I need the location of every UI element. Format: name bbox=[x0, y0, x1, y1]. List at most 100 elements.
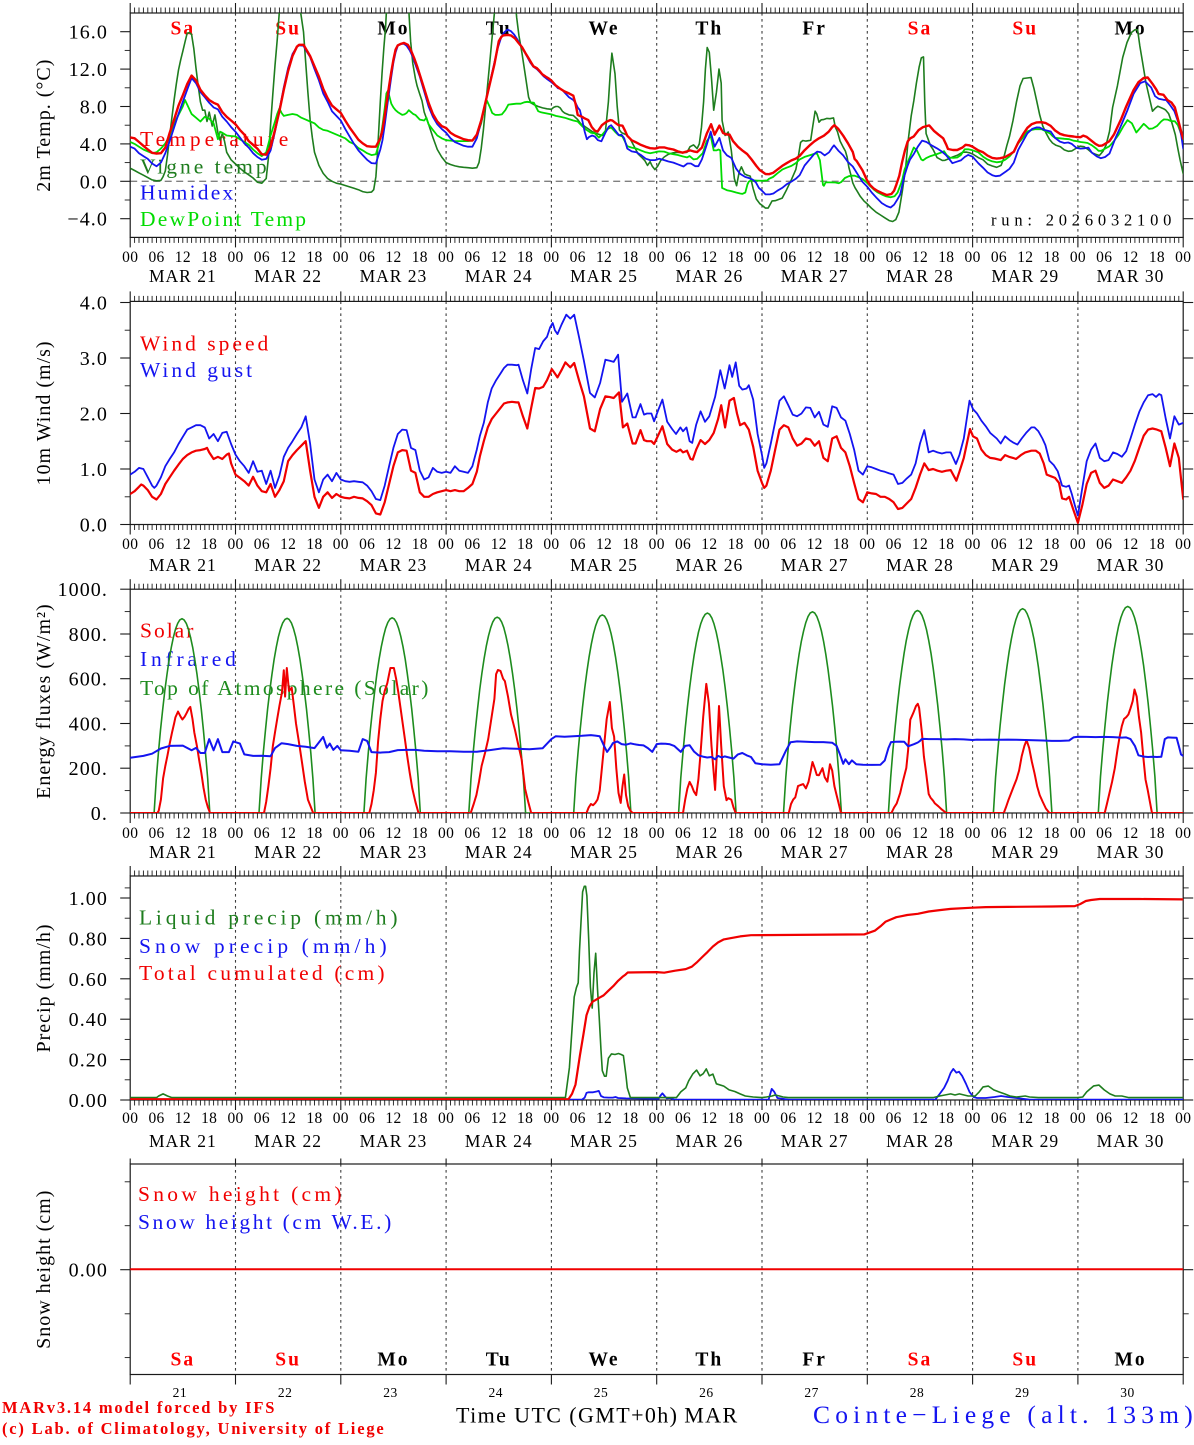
svg-text:06: 06 bbox=[780, 825, 796, 842]
svg-text:18: 18 bbox=[622, 825, 638, 842]
svg-text:12: 12 bbox=[1017, 536, 1033, 553]
svg-text:MAR 28: MAR 28 bbox=[886, 266, 954, 286]
svg-text:00: 00 bbox=[543, 249, 559, 266]
svg-text:18: 18 bbox=[728, 536, 744, 553]
svg-text:00: 00 bbox=[965, 249, 981, 266]
svg-text:800.: 800. bbox=[69, 624, 108, 646]
svg-text:18: 18 bbox=[1044, 536, 1060, 553]
svg-text:18: 18 bbox=[201, 825, 217, 842]
svg-text:Fr: Fr bbox=[802, 19, 827, 40]
svg-text:00: 00 bbox=[438, 1110, 454, 1127]
svg-text:06: 06 bbox=[570, 536, 586, 553]
svg-text:2m Temp. (°C): 2m Temp. (°C) bbox=[33, 59, 55, 192]
svg-text:0.: 0. bbox=[91, 803, 108, 825]
svg-text:27: 27 bbox=[804, 1385, 819, 1400]
svg-text:MAR 22: MAR 22 bbox=[254, 555, 322, 575]
svg-text:29: 29 bbox=[1015, 1385, 1030, 1400]
svg-text:06: 06 bbox=[254, 249, 270, 266]
svg-text:MAR 25: MAR 25 bbox=[570, 555, 638, 575]
svg-text:Fr: Fr bbox=[802, 1350, 827, 1371]
svg-text:06: 06 bbox=[464, 1110, 480, 1127]
svg-text:MAR 28: MAR 28 bbox=[886, 842, 954, 862]
svg-text:12: 12 bbox=[1122, 536, 1138, 553]
svg-text:We: We bbox=[589, 19, 620, 40]
svg-text:18: 18 bbox=[201, 1110, 217, 1127]
svg-text:00: 00 bbox=[859, 825, 875, 842]
svg-text:18: 18 bbox=[306, 249, 322, 266]
svg-text:06: 06 bbox=[359, 825, 375, 842]
svg-text:400.: 400. bbox=[69, 713, 108, 735]
svg-text:18: 18 bbox=[412, 536, 428, 553]
svg-text:00: 00 bbox=[1070, 825, 1086, 842]
svg-text:00: 00 bbox=[1070, 1110, 1086, 1127]
svg-text:MAR 24: MAR 24 bbox=[465, 555, 533, 575]
svg-text:06: 06 bbox=[1096, 825, 1112, 842]
svg-text:00: 00 bbox=[227, 1110, 243, 1127]
svg-text:12: 12 bbox=[596, 825, 612, 842]
svg-text:0.0: 0.0 bbox=[80, 515, 108, 537]
svg-text:00: 00 bbox=[754, 825, 770, 842]
svg-text:12: 12 bbox=[1122, 1110, 1138, 1127]
svg-text:12: 12 bbox=[701, 536, 717, 553]
svg-text:18: 18 bbox=[833, 536, 849, 553]
svg-text:MAR 23: MAR 23 bbox=[360, 1131, 428, 1151]
svg-text:06: 06 bbox=[148, 536, 164, 553]
svg-text:12: 12 bbox=[1122, 249, 1138, 266]
svg-text:12: 12 bbox=[491, 249, 507, 266]
svg-text:12.0: 12.0 bbox=[69, 59, 108, 81]
svg-text:Snow height (cm): Snow height (cm) bbox=[138, 1182, 345, 1206]
svg-text:1.0: 1.0 bbox=[80, 459, 108, 481]
svg-text:06: 06 bbox=[359, 1110, 375, 1127]
svg-text:18: 18 bbox=[306, 536, 322, 553]
svg-text:00: 00 bbox=[227, 825, 243, 842]
svg-text:06: 06 bbox=[675, 825, 691, 842]
svg-text:12: 12 bbox=[1017, 825, 1033, 842]
svg-text:06: 06 bbox=[886, 536, 902, 553]
svg-text:Su: Su bbox=[1012, 19, 1038, 40]
svg-text:12: 12 bbox=[596, 249, 612, 266]
svg-text:12: 12 bbox=[807, 249, 823, 266]
svg-text:12: 12 bbox=[280, 249, 296, 266]
svg-text:MAR 29: MAR 29 bbox=[991, 1131, 1059, 1151]
svg-text:Mo: Mo bbox=[1114, 19, 1146, 40]
svg-text:00: 00 bbox=[649, 1110, 665, 1127]
svg-text:18: 18 bbox=[1044, 1110, 1060, 1127]
svg-text:Su: Su bbox=[1012, 1350, 1038, 1371]
svg-text:00: 00 bbox=[1175, 825, 1191, 842]
svg-text:18: 18 bbox=[622, 536, 638, 553]
svg-text:00: 00 bbox=[649, 825, 665, 842]
svg-text:06: 06 bbox=[464, 825, 480, 842]
svg-text:4.0: 4.0 bbox=[80, 293, 108, 315]
svg-text:12: 12 bbox=[596, 1110, 612, 1127]
svg-text:Wind gust: Wind gust bbox=[140, 358, 255, 382]
svg-text:12: 12 bbox=[701, 1110, 717, 1127]
svg-text:MAR 27: MAR 27 bbox=[781, 842, 849, 862]
svg-text:12: 12 bbox=[912, 249, 928, 266]
svg-text:06: 06 bbox=[1096, 1110, 1112, 1127]
svg-text:12: 12 bbox=[385, 1110, 401, 1127]
svg-text:12: 12 bbox=[807, 825, 823, 842]
svg-text:06: 06 bbox=[570, 825, 586, 842]
svg-text:00: 00 bbox=[543, 536, 559, 553]
svg-text:18: 18 bbox=[1149, 1110, 1165, 1127]
svg-text:22: 22 bbox=[278, 1385, 293, 1400]
svg-text:00: 00 bbox=[859, 536, 875, 553]
svg-text:(c) Lab. of Climatology, Unive: (c) Lab. of Climatology, University of L… bbox=[2, 1419, 386, 1438]
svg-text:MAR 27: MAR 27 bbox=[781, 266, 849, 286]
svg-text:00: 00 bbox=[859, 1110, 875, 1127]
svg-text:00: 00 bbox=[543, 825, 559, 842]
svg-text:06: 06 bbox=[886, 1110, 902, 1127]
svg-text:Infrared: Infrared bbox=[140, 647, 240, 671]
svg-text:24: 24 bbox=[489, 1385, 504, 1400]
svg-text:06: 06 bbox=[1096, 536, 1112, 553]
svg-text:00: 00 bbox=[333, 825, 349, 842]
svg-text:30: 30 bbox=[1120, 1385, 1135, 1400]
svg-text:0.0: 0.0 bbox=[80, 171, 108, 193]
svg-text:00: 00 bbox=[122, 249, 138, 266]
svg-text:00: 00 bbox=[965, 536, 981, 553]
svg-text:MAR 24: MAR 24 bbox=[465, 842, 533, 862]
svg-text:12: 12 bbox=[280, 536, 296, 553]
svg-text:18: 18 bbox=[517, 825, 533, 842]
svg-text:0.60: 0.60 bbox=[69, 969, 108, 991]
svg-text:00: 00 bbox=[1175, 249, 1191, 266]
